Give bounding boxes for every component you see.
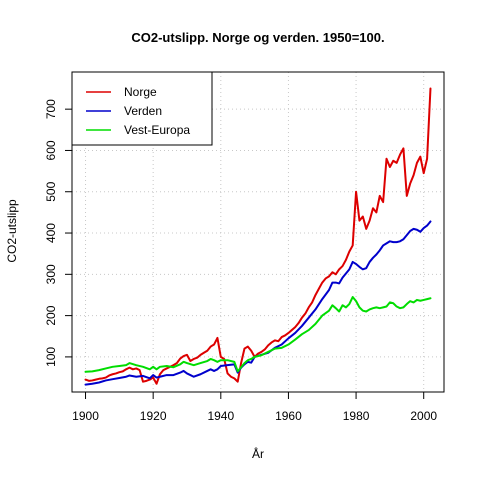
y-tick-label: 500: [44, 181, 58, 201]
legend-box: [71, 71, 213, 146]
legend-item-label: Norge: [124, 85, 157, 99]
grid-layer: [72, 72, 444, 392]
plot-frame: [71, 71, 445, 393]
legend-item-label: Verden: [124, 104, 162, 118]
chart-title: CO2-utslipp. Norge og verden. 1950=100.: [131, 30, 384, 45]
x-tick-label: 1980: [343, 409, 370, 423]
y-tick-label: 200: [44, 305, 58, 325]
y-tick-label: 600: [44, 140, 58, 160]
y-tick-label: 300: [44, 264, 58, 284]
series-layer: [84, 87, 432, 386]
x-tick-label: 1900: [72, 409, 99, 423]
y-tick-label: 400: [44, 223, 58, 243]
series-line-norge: [84, 87, 432, 385]
series-line-vest-europa: [84, 296, 432, 373]
y-axis-label: CO2-utslipp: [5, 199, 19, 263]
x-axis-label: År: [252, 446, 264, 461]
legend: Norge Verden Vest-Europa: [71, 71, 213, 146]
legend-item-label: Vest-Europa: [124, 123, 190, 137]
y-tick-label: 700: [44, 99, 58, 119]
axis-layer: 1900 1920 1940 1960 1980 2000 100 200 300 400 500 6…: [44, 99, 437, 423]
x-tick-label: 2000: [410, 409, 437, 423]
x-tick-label: 1920: [140, 409, 167, 423]
y-tick-label: 100: [44, 347, 58, 367]
series-line-verden: [84, 220, 432, 386]
x-tick-label: 1960: [275, 409, 302, 423]
x-tick-label: 1940: [207, 409, 234, 423]
